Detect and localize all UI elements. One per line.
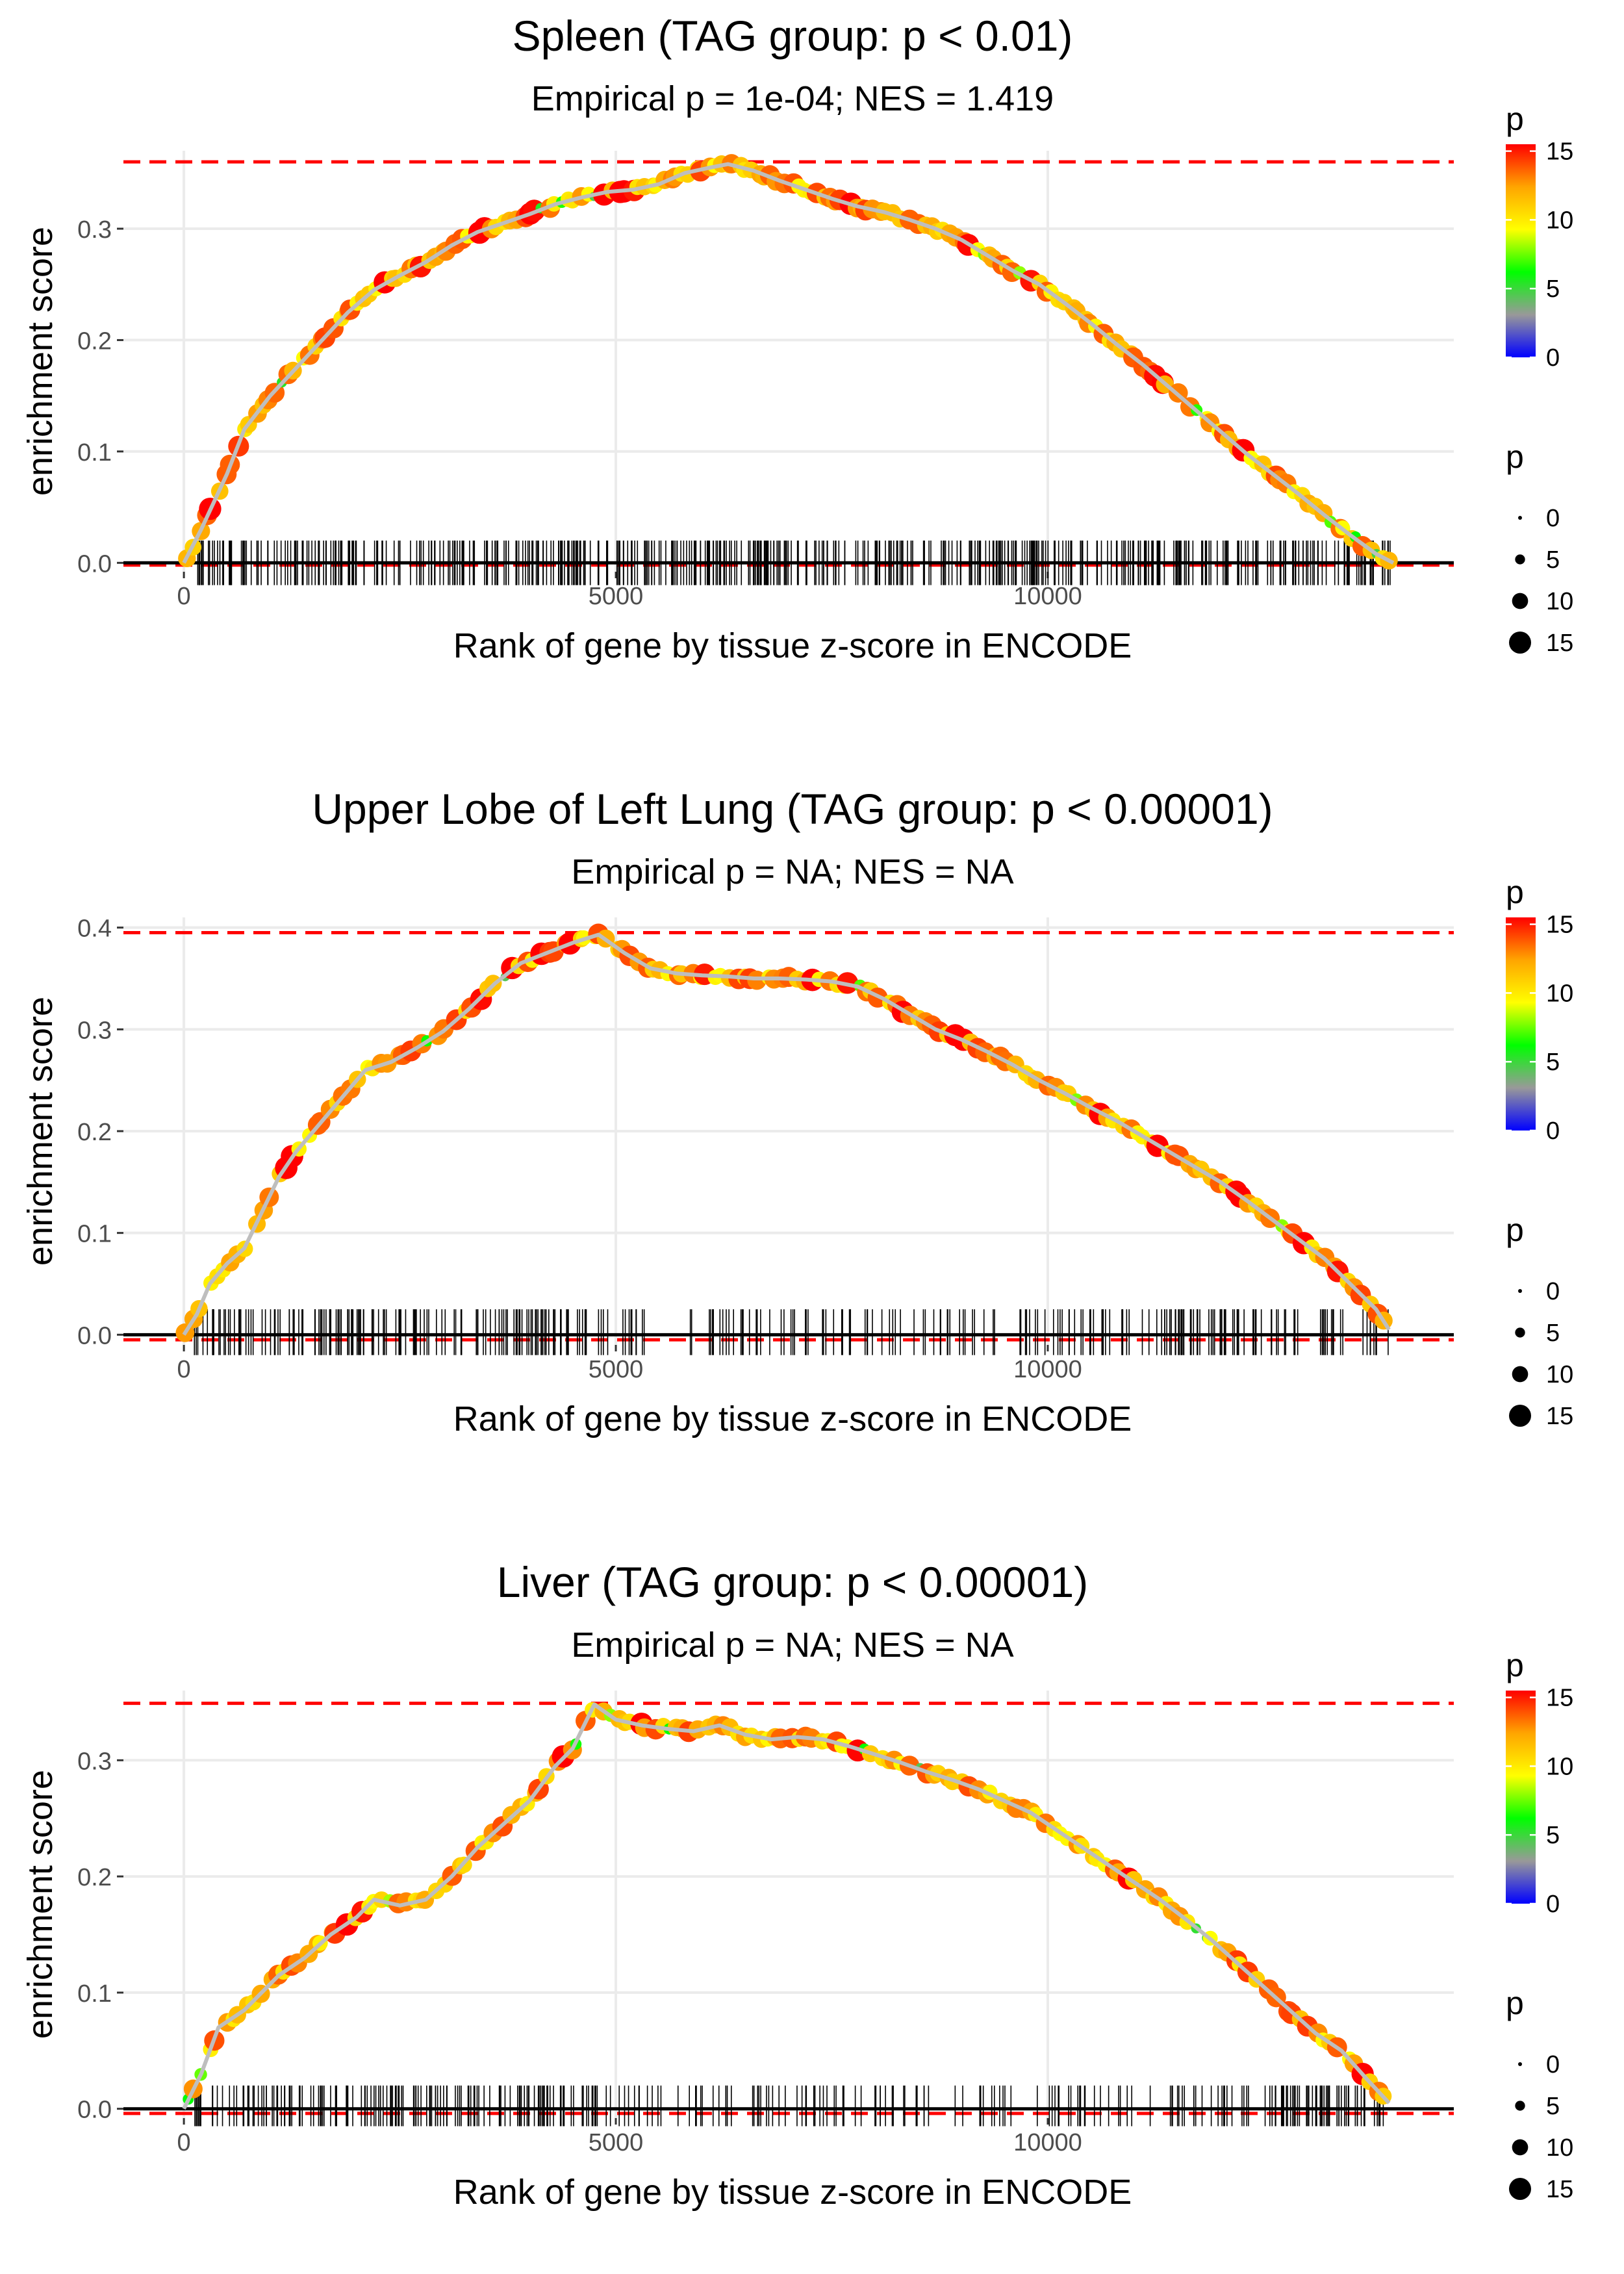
size-legend-label: 15 <box>1546 2176 1573 2203</box>
colorbar-label: 0 <box>1546 1891 1560 1918</box>
legend: p 0 5 10 15 p 0 5 10 15 <box>1506 1647 1573 2203</box>
running-es-line <box>182 162 1395 565</box>
chart-panel-3: Liver (TAG group: p < 0.00001) Empirical … <box>21 1558 1573 2212</box>
chart-subtitle: Empirical p = NA; NES = NA <box>571 1626 1013 1665</box>
y-tick-label: 0.1 <box>77 1980 112 2008</box>
colorbar <box>1506 1691 1536 1904</box>
y-tick-label: 0.3 <box>77 1017 112 1044</box>
chart-title: Liver (TAG group: p < 0.00001) <box>497 1558 1088 1606</box>
chart-panel-1: Spleen (TAG group: p < 0.01) Empirical p … <box>21 12 1573 665</box>
running-es-line <box>182 1702 1391 2110</box>
chart-subtitle: Empirical p = NA; NES = NA <box>571 852 1013 891</box>
colorbar-label: 5 <box>1546 1822 1560 1849</box>
colorbar-label: 10 <box>1546 1753 1573 1780</box>
y-tick-label: 0.2 <box>77 1119 112 1146</box>
size-legend-label: 5 <box>1546 1320 1560 1347</box>
color-legend-title: p <box>1506 874 1524 910</box>
colorbar-label: 10 <box>1546 980 1573 1007</box>
size-legend-key <box>1512 593 1529 609</box>
size-legend-label: 5 <box>1546 2093 1560 2120</box>
size-legend-key <box>1512 2139 1529 2156</box>
colorbar-label: 10 <box>1546 207 1573 234</box>
x-axis-title: Rank of gene by tissue z-score in ENCODE <box>453 1399 1132 1438</box>
size-legend-key <box>1518 2062 1522 2066</box>
chart-panel-2: Upper Lobe of Left Lung (TAG group: p < … <box>21 785 1573 1438</box>
size-legend-label: 10 <box>1546 2134 1573 2162</box>
y-tick-label: 0.1 <box>77 439 112 466</box>
colorbar-label: 15 <box>1546 912 1573 939</box>
y-tick-label: 0.1 <box>77 1221 112 1248</box>
size-legend-label: 10 <box>1546 588 1573 615</box>
size-legend-key <box>1509 632 1531 654</box>
y-axis-title: enrichment score <box>21 997 60 1266</box>
y-axis-title: enrichment score <box>21 1770 60 2039</box>
colorbar <box>1506 917 1536 1131</box>
x-tick-label: 10000 <box>1013 1356 1082 1383</box>
color-legend-title: p <box>1506 1647 1524 1683</box>
colorbar-label: 5 <box>1546 1049 1560 1076</box>
chart-title: Spleen (TAG group: p < 0.01) <box>513 12 1073 60</box>
legend: p 0 5 10 15 p 0 5 10 15 <box>1506 874 1573 1430</box>
y-tick-label: 0.2 <box>77 327 112 355</box>
size-legend-label: 5 <box>1546 546 1560 574</box>
size-legend-key <box>1515 1327 1525 1338</box>
color-legend-title: p <box>1506 101 1524 137</box>
size-legend-title: p <box>1506 1212 1524 1248</box>
x-tick-label: 5000 <box>589 2129 644 2156</box>
size-legend-key <box>1515 2101 1525 2111</box>
size-legend-label: 15 <box>1546 1403 1573 1430</box>
colorbar-label: 0 <box>1546 344 1560 372</box>
y-tick-label: 0.2 <box>77 1864 112 1891</box>
x-tick-label: 10000 <box>1013 2129 1082 2156</box>
x-tick-label: 5000 <box>589 1356 644 1383</box>
legend: p 0 5 10 15 p 0 5 10 15 <box>1506 101 1573 657</box>
colorbar <box>1506 144 1536 357</box>
x-tick-label: 0 <box>177 1356 191 1383</box>
x-tick-label: 5000 <box>589 583 644 610</box>
size-legend-label: 0 <box>1546 505 1560 532</box>
colorbar-label: 0 <box>1546 1118 1560 1145</box>
size-legend-key <box>1512 1366 1529 1383</box>
x-axis-title: Rank of gene by tissue z-score in ENCODE <box>453 2173 1132 2212</box>
gridlines <box>123 151 1454 572</box>
x-tick-label: 0 <box>177 2129 191 2156</box>
es-points <box>175 923 1393 1342</box>
size-legend-key <box>1509 1405 1531 1427</box>
size-legend-key <box>1518 516 1522 520</box>
size-legend-key <box>1518 1289 1522 1293</box>
chart-title: Upper Lobe of Left Lung (TAG group: p < … <box>312 785 1273 833</box>
x-tick-label: 0 <box>177 583 191 610</box>
y-axis-title: enrichment score <box>21 227 60 496</box>
size-legend-title: p <box>1506 1985 1524 2021</box>
gridlines <box>123 1691 1454 2118</box>
chart-subtitle: Empirical p = 1e-04; NES = 1.419 <box>531 79 1054 118</box>
rug-ticks <box>194 2085 1384 2127</box>
y-tick-label: 0.0 <box>77 1322 112 1349</box>
x-axis-title: Rank of gene by tissue z-score in ENCODE <box>453 626 1132 665</box>
size-legend-label: 10 <box>1546 1361 1573 1388</box>
y-tick-label: 0.0 <box>77 2097 112 2124</box>
y-tick-label: 0.4 <box>77 915 112 943</box>
size-legend-label: 0 <box>1546 1278 1560 1305</box>
colorbar-label: 15 <box>1546 1685 1573 1712</box>
colorbar-label: 15 <box>1546 138 1573 166</box>
size-legend-key <box>1509 2178 1531 2200</box>
size-legend-title: p <box>1506 439 1524 475</box>
size-legend-label: 0 <box>1546 2051 1560 2078</box>
es-points <box>178 154 1398 570</box>
y-tick-label: 0.3 <box>77 216 112 244</box>
rug-ticks <box>194 1309 1389 1355</box>
size-legend-key <box>1515 554 1525 565</box>
running-es-line <box>182 932 1391 1336</box>
y-tick-label: 0.3 <box>77 1748 112 1775</box>
es-points <box>183 1702 1392 2105</box>
size-legend-label: 15 <box>1546 630 1573 657</box>
y-tick-label: 0.0 <box>77 550 112 578</box>
x-tick-label: 10000 <box>1013 583 1082 610</box>
colorbar-label: 5 <box>1546 275 1560 303</box>
